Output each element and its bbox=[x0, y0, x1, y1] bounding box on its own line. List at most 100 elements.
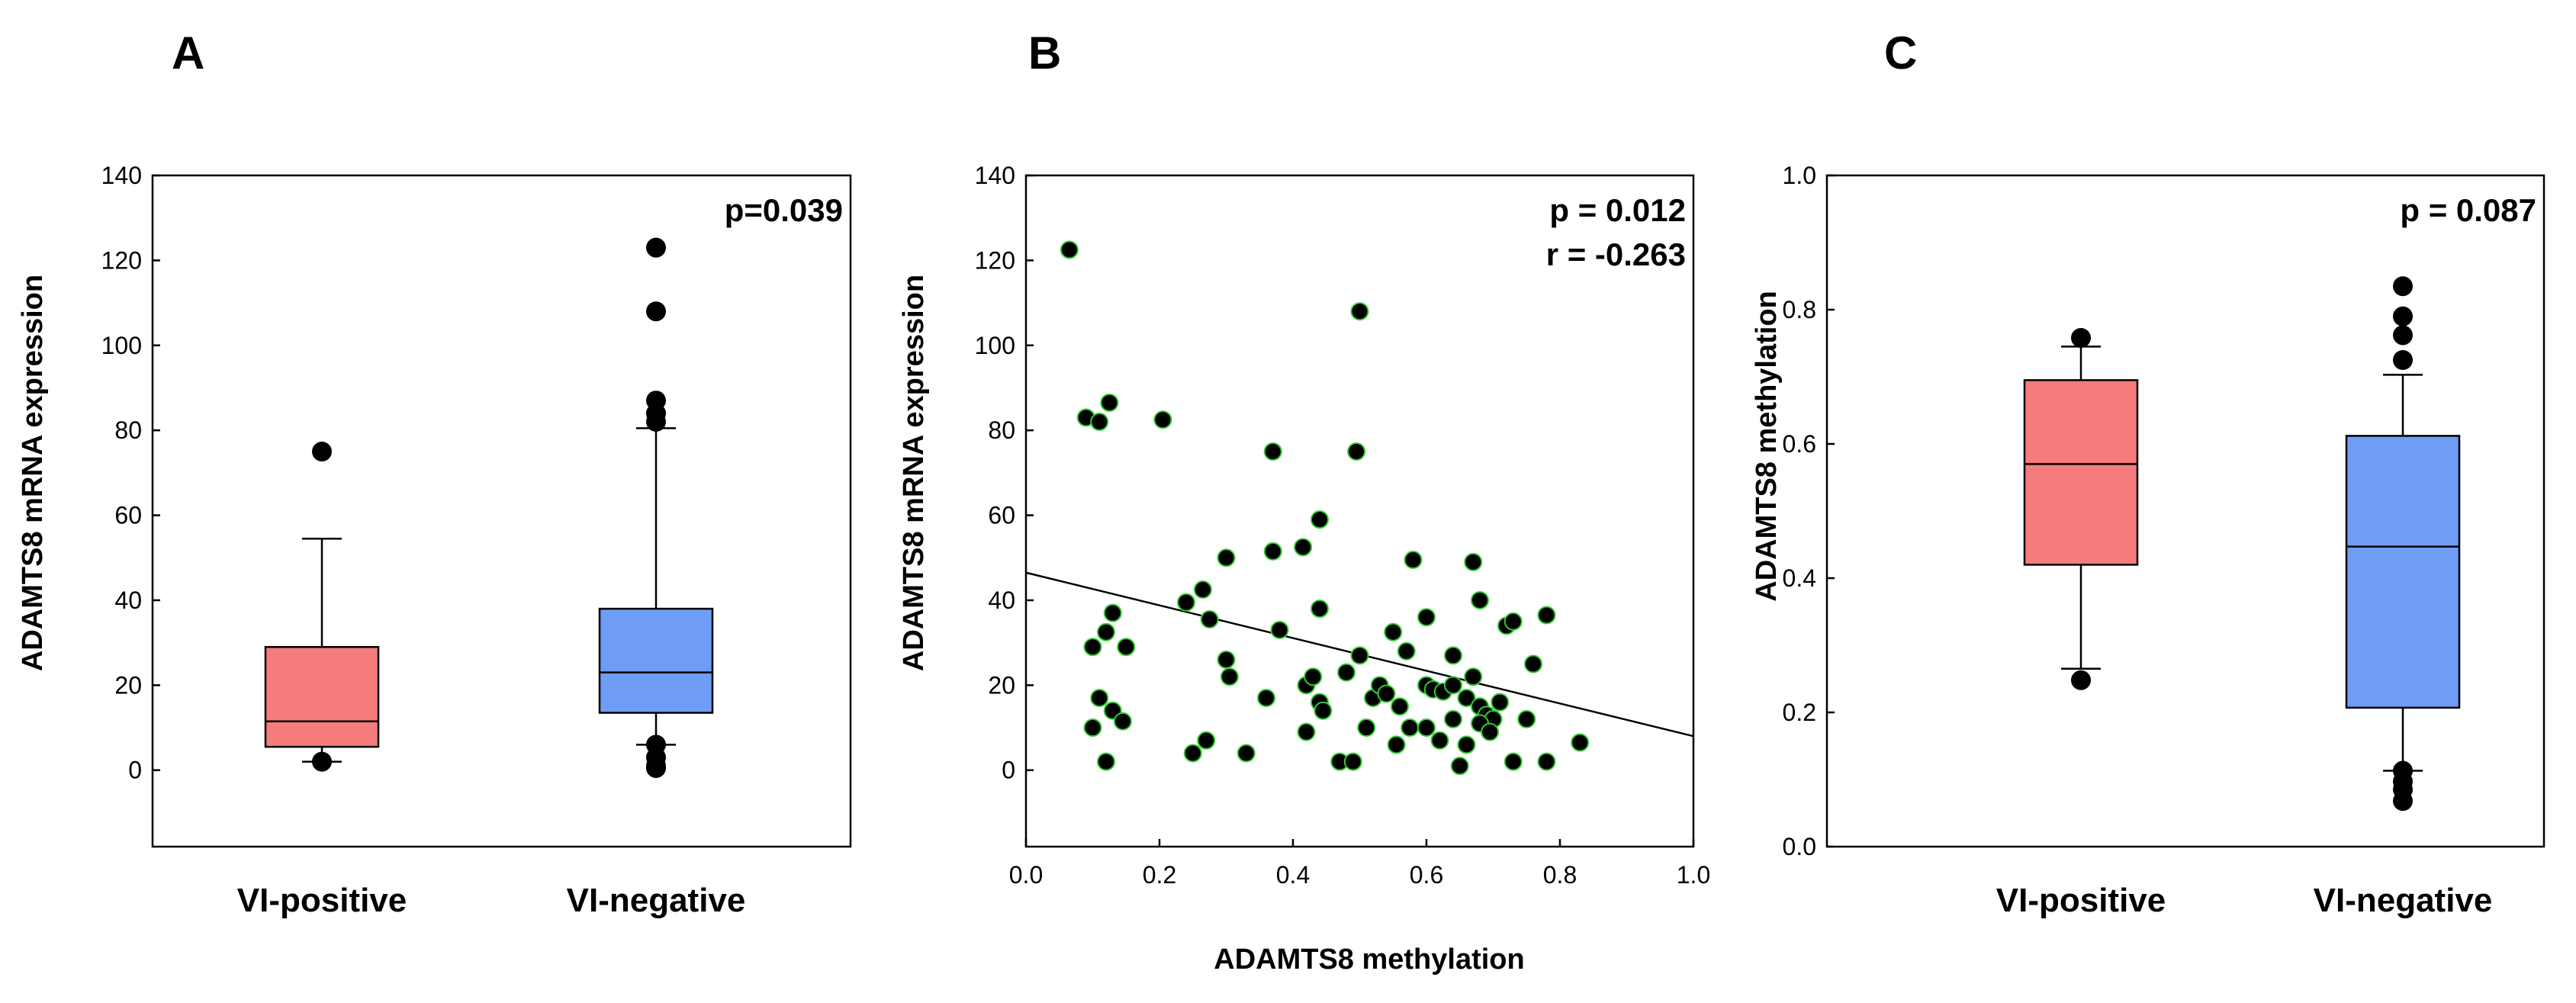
outlier-point bbox=[2393, 276, 2413, 297]
panel-c-plot-area: 0.0 0.2 0.4 0.6 0.8 1.0 bbox=[1783, 162, 2545, 860]
box-iqr bbox=[598, 607, 714, 714]
scatter-point bbox=[1481, 722, 1500, 741]
scatter-point bbox=[1377, 684, 1396, 703]
scatter-point bbox=[1060, 240, 1079, 259]
scatter-point bbox=[1263, 442, 1282, 461]
scatter-point bbox=[1311, 510, 1329, 529]
scatter-point bbox=[1384, 622, 1403, 641]
outlier-point bbox=[312, 442, 332, 462]
scatter-point bbox=[1090, 413, 1109, 432]
box-iqr bbox=[2023, 379, 2139, 566]
y-tick-label: 120 bbox=[975, 246, 1015, 274]
scatter-point bbox=[1417, 718, 1436, 738]
scatter-point bbox=[1503, 612, 1523, 631]
scatter-point bbox=[1401, 718, 1420, 738]
scatter-point bbox=[1457, 735, 1476, 754]
y-tick-label: 120 bbox=[101, 246, 142, 274]
scatter-point bbox=[1097, 622, 1115, 641]
y-tick-label: 20 bbox=[114, 671, 142, 699]
scatter-point bbox=[1417, 608, 1436, 627]
panel-c-category-vi-negative: VI-negative bbox=[2314, 882, 2493, 919]
scatter-point bbox=[1183, 744, 1202, 763]
scatter-point bbox=[1177, 593, 1195, 612]
y-tick-label: 20 bbox=[988, 671, 1015, 699]
scatter-point bbox=[1270, 620, 1289, 639]
scatter-point bbox=[1391, 697, 1409, 716]
panel-a: A ADAMTS8 mRNA expression p=0.039 VI-pos… bbox=[17, 27, 852, 919]
scatter-point bbox=[1117, 638, 1136, 657]
x-tick-label: 0.2 bbox=[1143, 861, 1176, 889]
scatter-point bbox=[1314, 701, 1333, 720]
panel-b-y-axis-label: ADAMTS8 mRNA expression bbox=[898, 275, 930, 671]
panel-c-y-axis-label: ADAMTS8 methylation bbox=[1751, 291, 1783, 601]
plot-frame bbox=[151, 174, 852, 848]
panel-b-p-value: p = 0.012 bbox=[1549, 192, 1686, 228]
scatter-point bbox=[1471, 590, 1489, 609]
scatter-point bbox=[1257, 689, 1275, 708]
x-tick-label: 0.4 bbox=[1276, 861, 1310, 889]
panel-a-plot-area: 0 20 40 60 80 100 120 140 bbox=[101, 162, 852, 848]
y-tick-label: 60 bbox=[988, 502, 1015, 529]
box-iqr bbox=[264, 645, 380, 748]
panel-b: B ADAMTS8 mRNA expression ADAMTS8 methyl… bbox=[898, 27, 1710, 976]
y-tick-label: 0.2 bbox=[1783, 699, 1816, 726]
scatter-point bbox=[1197, 731, 1216, 750]
outlier-point bbox=[646, 301, 666, 322]
scatter-point bbox=[1537, 606, 1556, 625]
box-vi-positive bbox=[2023, 327, 2139, 690]
scatter-point bbox=[1083, 638, 1102, 657]
plot-frame bbox=[1024, 174, 1695, 848]
scatter-point bbox=[1387, 735, 1406, 754]
panel-a-category-vi-positive: VI-positive bbox=[237, 882, 407, 919]
y-tick-label: 140 bbox=[101, 162, 142, 189]
scatter-point bbox=[1193, 580, 1212, 600]
panel-label-b: B bbox=[1028, 27, 1061, 79]
y-tick-label: 0 bbox=[1002, 757, 1015, 784]
box-vi-negative bbox=[2345, 276, 2461, 812]
panel-c-category-vi-positive: VI-positive bbox=[1996, 882, 2166, 919]
scatter-point bbox=[1311, 600, 1329, 619]
scatter-point bbox=[1457, 689, 1476, 708]
box-vi-positive bbox=[264, 442, 380, 772]
panel-a-y-axis-label: ADAMTS8 mRNA expression bbox=[17, 275, 49, 671]
y-tick-label: 80 bbox=[988, 416, 1015, 444]
scatter-point bbox=[1430, 731, 1449, 750]
y-tick-label: 100 bbox=[975, 332, 1015, 359]
y-tick-label: 0.6 bbox=[1783, 430, 1816, 458]
panel-a-category-vi-negative: VI-negative bbox=[567, 882, 746, 919]
scatter-point bbox=[1263, 542, 1282, 561]
scatter-point bbox=[1217, 650, 1236, 669]
x-tick-label: 0.0 bbox=[1009, 861, 1043, 889]
scatter-point bbox=[1444, 676, 1462, 695]
scatter-point bbox=[1103, 603, 1122, 622]
scatter-point bbox=[1153, 410, 1172, 429]
scatter-point bbox=[1237, 744, 1256, 763]
scatter-point bbox=[1297, 722, 1316, 741]
y-tick-label: 40 bbox=[114, 587, 142, 614]
panel-c: C ADAMTS8 methylation p = 0.087 VI-posit… bbox=[1751, 27, 2545, 919]
scatter-point bbox=[1444, 709, 1462, 728]
scatter-point bbox=[1444, 646, 1462, 665]
scatter-point bbox=[1464, 667, 1483, 686]
outlier-point bbox=[312, 751, 332, 772]
scatter-point bbox=[1450, 757, 1469, 776]
scatter-point bbox=[1200, 610, 1219, 629]
outlier-point bbox=[2393, 325, 2413, 346]
outlier-point bbox=[2393, 350, 2413, 370]
scatter-point bbox=[1220, 667, 1239, 686]
y-tick-label: 100 bbox=[101, 332, 142, 359]
panel-c-p-value: p = 0.087 bbox=[2400, 192, 2536, 228]
outlier-point bbox=[646, 412, 666, 432]
scatter-point bbox=[1294, 538, 1313, 557]
panel-b-r-value: r = -0.263 bbox=[1546, 236, 1686, 272]
y-tick-label: 140 bbox=[975, 162, 1015, 189]
y-tick-label: 0 bbox=[128, 757, 142, 784]
plot-frame bbox=[1825, 174, 2545, 848]
y-tick-label: 0.8 bbox=[1783, 296, 1816, 323]
scatter-point bbox=[1397, 641, 1416, 661]
panel-b-x-axis-label: ADAMTS8 methylation bbox=[1214, 944, 1524, 976]
panel-a-p-value: p=0.039 bbox=[725, 192, 843, 228]
x-tick-label: 0.8 bbox=[1543, 861, 1577, 889]
scatter-point bbox=[1100, 393, 1119, 412]
y-tick-label: 0.0 bbox=[1783, 833, 1816, 860]
